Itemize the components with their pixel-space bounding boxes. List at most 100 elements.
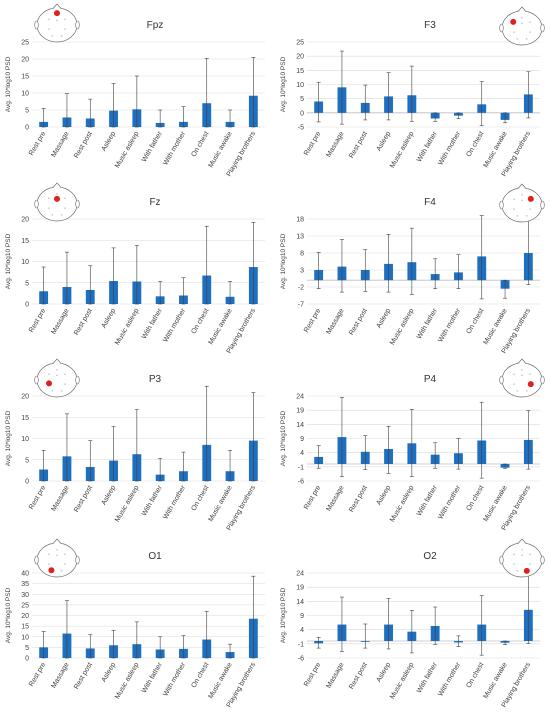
y-tick-label: -1 [298,464,304,471]
chart-title-fpz: Fpz [147,20,164,31]
category-label: Music awake [207,484,233,523]
category-label: With mother [162,661,187,698]
head-outline [501,362,543,398]
y-tick-label: 9 [300,613,304,620]
head-icon [34,182,80,222]
y-tick-label: 5 [300,96,304,103]
electrode-site [516,215,518,217]
ear-right [75,375,80,385]
y-tick-label: 18 [296,217,304,224]
chart-title-f3: F3 [424,20,436,31]
electrode-marker-fz [54,195,60,202]
electrode-site [529,21,531,23]
category-label: On chest [465,130,485,158]
chart-f4: F4 -7 -2 3 8 13 18 Avg. 10*log10 PSD Rest pre Mas… [280,183,545,355]
y-tick-label: 25 [21,602,29,609]
electrode-site [56,19,58,21]
electrode-site [64,197,66,199]
y-tick-label: 0 [25,125,29,132]
y-axis-label: Avg. 10*log10 PSD [5,410,12,466]
y-tick-label: 3 [300,268,304,275]
electrode-marker-f4 [527,195,534,202]
category-label: Massage [50,484,70,512]
y-tick-label: 5 [25,280,29,287]
electrode-site [526,390,528,392]
y-tick-label: 15 [21,74,29,81]
category-label: Rest pre [28,661,47,688]
y-tick-label: 10 [21,259,29,266]
electrode-site [61,390,63,392]
ear-right [75,20,80,30]
category-label: Rest post [348,130,369,159]
electrode-site [61,570,63,572]
electrode-site [56,369,58,371]
category-label: With mother [437,130,462,167]
y-tick-label: 9 [300,436,304,443]
y-tick-label: 30 [21,592,29,599]
electrode-site [48,18,50,20]
electrode-site [64,18,66,20]
electrode-site [529,31,531,33]
category-label: Rest post [73,661,94,690]
category-label: With father [141,484,164,517]
y-tick-label: -5 [298,125,304,132]
electrode-site [48,373,50,375]
category-label: Rest post [73,130,94,159]
category-label: Music asleep [389,130,416,169]
nose [517,538,527,544]
chart-title-f4: F4 [424,197,436,208]
head-icon [499,6,545,46]
category-label: Massage [325,484,345,512]
y-tick-label: 10 [21,436,29,443]
chart-fz: Fz 0 5 10 15 20 Avg. 10*log10 PSD Rest pre Massa… [5,182,265,355]
electrode-site [56,193,58,195]
y-tick-label: 15 [21,624,29,631]
category-label: With father [416,307,439,340]
chart-title-p3: P3 [149,374,162,385]
electrode-site [521,369,523,371]
y-tick-label: 0 [300,110,304,117]
chart-title-o2: O2 [423,551,437,562]
category-label: With mother [437,484,462,521]
category-label: Rest pre [303,484,322,511]
y-tick-label: 15 [21,415,29,422]
ear-right [540,555,545,565]
category-label: With father [141,661,164,694]
y-tick-label: 24 [296,394,304,401]
y-tick-label: 0 [25,479,29,486]
ear-left [499,555,504,565]
electrode-site [51,214,53,216]
electrode-site [516,570,518,572]
electrode-site [513,31,515,33]
y-tick-label: 19 [296,585,304,592]
category-label: Music asleep [389,661,416,700]
category-label: On chest [465,484,485,512]
category-label: Asleep [101,484,118,506]
category-label: Asleep [376,130,393,152]
y-tick-label: -6 [298,479,304,486]
category-label: Music awake [482,661,508,700]
y-tick-label: 14 [296,599,304,606]
category-label: With father [141,130,164,163]
ear-left [34,555,39,565]
electrode-site [529,373,531,375]
electrode-site [521,194,523,196]
y-tick-label: 20 [21,57,29,64]
electrode-site [64,383,66,385]
y-tick-label: -6 [298,656,304,663]
category-label: Rest pre [28,307,47,334]
y-tick-label: 5 [25,108,29,115]
category-label: Rest pre [28,130,47,157]
category-label: With father [141,307,164,340]
electrode-site [48,28,50,30]
head-icon [34,3,80,43]
nose [52,358,62,364]
category-label: Asleep [101,661,118,683]
y-tick-label: -2 [298,285,304,292]
y-axis-label: Avg. 10*log10 PSD [280,410,287,466]
y-tick-label: 19 [296,408,304,415]
electrode-site [529,563,531,565]
ear-right [540,23,545,33]
